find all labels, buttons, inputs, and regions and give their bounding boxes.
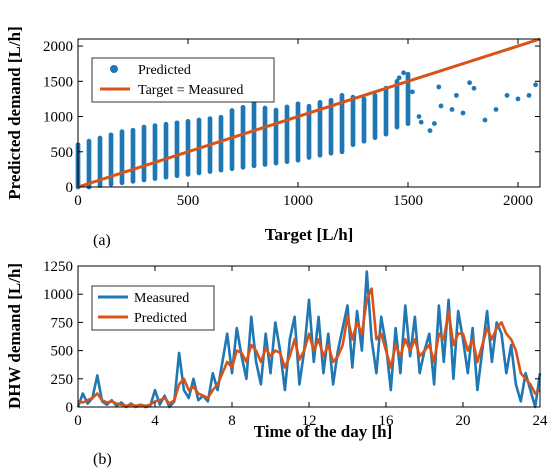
predicted-point [482, 117, 488, 123]
predicted-point [141, 124, 147, 130]
predicted-point [416, 114, 422, 119]
predicted-point [229, 108, 235, 113]
chart-b-x-axis-label: Time of the day [h] [254, 422, 393, 441]
predicted-point [515, 96, 521, 102]
y-tick-label: 0 [66, 400, 74, 416]
predicted-point [240, 104, 246, 110]
predicted-point [218, 114, 224, 120]
predicted-point [410, 89, 415, 95]
target-equals-measured-line-path [77, 37, 541, 189]
x-tick-label: 0 [74, 193, 82, 209]
predicted-point [174, 120, 180, 126]
chart-b: 0 4 8 12 16 20 24 0 250 500 750 1000 1250 Time of t… [5, 259, 548, 468]
predicted-point [295, 101, 301, 107]
predicted-points [75, 70, 538, 190]
y-tick-label: 1000 [43, 110, 73, 126]
x-tick-label: 16 [379, 413, 395, 429]
measured-series-line [76, 270, 542, 409]
legend-label-predicted: Predicted [138, 63, 191, 78]
chart-b-panel-label: (b) [93, 451, 112, 468]
predicted-point [361, 96, 367, 102]
chart-a-x-ticks: 0 500 1000 1500 2000 [74, 39, 533, 209]
legend-label-predicted: Predicted [134, 311, 187, 326]
y-tick-label: 500 [51, 344, 74, 360]
x-tick-label: 20 [456, 413, 471, 429]
chart-a-y-ticks: 0 500 1000 1500 2000 [43, 39, 540, 196]
predicted-point [504, 92, 510, 98]
predicted-point [533, 82, 538, 88]
predicted-point [454, 92, 459, 98]
x-tick-label: 4 [151, 413, 159, 429]
legend-label-measured: Measured [134, 291, 189, 306]
predicted-point [130, 127, 136, 133]
y-tick-label: 750 [51, 315, 74, 331]
predicted-point [432, 121, 437, 126]
predicted-point [427, 128, 433, 134]
x-tick-label: 1000 [283, 193, 313, 209]
predicted-point [401, 70, 406, 76]
predicted-point [86, 138, 92, 144]
predicted-point [262, 105, 268, 111]
predicted-point [418, 119, 424, 125]
predicted-point [449, 107, 455, 112]
predicted-point [328, 97, 334, 103]
chart-b-x-ticks: 0 4 8 12 16 20 24 [74, 266, 548, 429]
chart-a-legend: Predicted Target = Measured [91, 57, 275, 103]
y-tick-label: 2000 [43, 39, 73, 55]
predicted-point [460, 110, 466, 116]
predicted-point [339, 92, 345, 98]
predicted-point [467, 80, 472, 86]
predicted-point [317, 100, 323, 105]
predicted-point [438, 103, 444, 109]
predicted-point [436, 84, 442, 90]
chart-a-y-axis-label: Predicted demand [L/h] [5, 26, 24, 199]
predicted-point [119, 129, 125, 135]
legend-box [91, 57, 275, 103]
y-tick-label: 500 [51, 145, 74, 161]
x-tick-label: 12 [302, 413, 317, 429]
predicted-point [108, 132, 114, 138]
predicted-point [273, 107, 279, 113]
predicted-point [372, 92, 378, 98]
predicted-point [526, 92, 532, 98]
predicted-point [97, 135, 103, 141]
predicted-point [163, 121, 169, 127]
predicted-point [284, 104, 290, 110]
predicted-point [394, 78, 400, 84]
chart-b-legend: Measured Predicted [91, 285, 215, 331]
chart-a: 0 500 1000 1500 2000 0 500 1000 1500 2000 Target… [5, 26, 541, 249]
predicted-point [471, 85, 477, 91]
predicted-series-line [77, 287, 541, 408]
chart-b-series [76, 270, 542, 409]
predicted-point [396, 75, 402, 81]
legend-marker-predicted [110, 65, 118, 73]
x-tick-label: 500 [177, 193, 200, 209]
predicted-point [493, 107, 499, 112]
predicted-point [185, 119, 191, 124]
x-tick-label: 2000 [503, 193, 533, 209]
predicted-point [405, 71, 411, 77]
y-tick-label: 1500 [43, 74, 73, 90]
y-tick-label: 1000 [43, 287, 73, 303]
y-tick-label: 1250 [43, 259, 73, 275]
chart-a-plot-frame [77, 38, 541, 188]
y-tick-label: 0 [66, 180, 74, 196]
target-equals-measured-line [77, 37, 541, 189]
x-tick-label: 24 [533, 413, 549, 429]
x-tick-label: 1500 [393, 193, 423, 209]
predicted-point [196, 117, 202, 123]
legend-box [91, 285, 215, 331]
chart-a-x-axis-label: Target [L/h] [265, 225, 354, 244]
predicted-point [306, 103, 312, 109]
x-tick-label: 8 [228, 413, 236, 429]
legend-label-target-equals-measured: Target = Measured [138, 83, 243, 98]
chart-b-y-ticks: 0 250 500 750 1000 1250 [43, 259, 540, 416]
predicted-point [207, 116, 213, 122]
chart-a-panel-label: (a) [93, 232, 111, 249]
x-tick-label: 0 [74, 413, 82, 429]
chart-b-y-axis-label: DHW demand [L/h] [5, 263, 24, 409]
y-tick-label: 250 [51, 372, 74, 388]
predicted-point [152, 123, 158, 129]
